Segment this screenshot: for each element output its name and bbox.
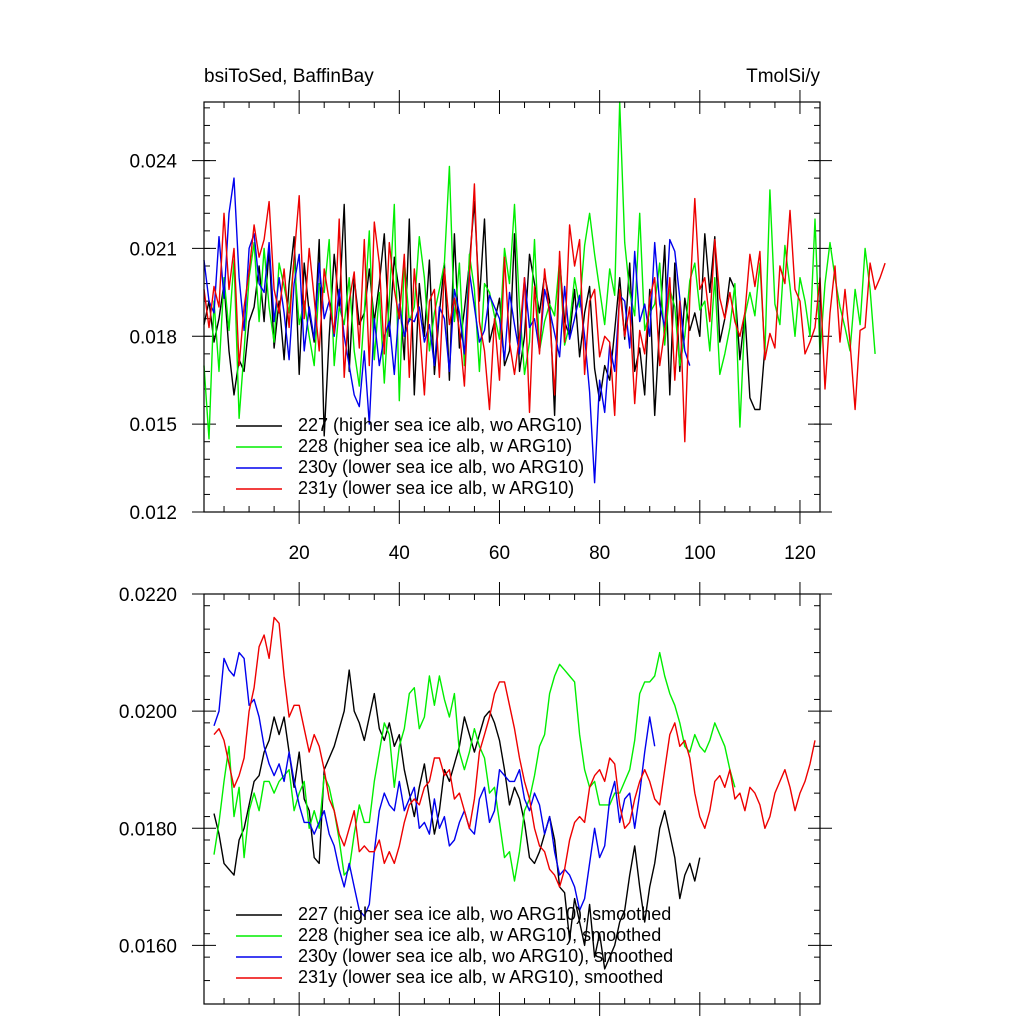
y-tick-label: 0.018 bbox=[129, 327, 177, 348]
y-tick-label: 0.0160 bbox=[119, 936, 177, 957]
top-plot-frame bbox=[203, 101, 821, 513]
bottom-legend: 227 (higher sea ice alb, wo ARG10), smoo… bbox=[236, 904, 673, 987]
top-panel-ticks: 20 40 60 80 100 120 0.012 0.015 0.018 0.021 0.024 bbox=[129, 90, 832, 564]
series-line-4 bbox=[213, 616, 816, 888]
series-line-3 bbox=[203, 177, 691, 484]
legend-label-3: 230y (lower sea ice alb, wo ARG10), smoo… bbox=[298, 946, 673, 966]
y-tick-label: 0.0200 bbox=[119, 702, 177, 723]
series-line-3 bbox=[213, 651, 656, 917]
x-tick-label: 120 bbox=[784, 543, 816, 564]
y-tick-label: 0.021 bbox=[129, 239, 177, 260]
legend-label-2: 228 (higher sea ice alb, w ARG10), smoot… bbox=[298, 925, 661, 945]
y-tick-label: 0.024 bbox=[129, 152, 177, 173]
bottom-panel-ticks: 0.0160 0.0180 0.0200 0.0220 bbox=[119, 582, 832, 1016]
legend-label-4: 231y (lower sea ice alb, w ARG10) bbox=[298, 478, 574, 498]
x-tick-label: 100 bbox=[684, 543, 716, 564]
legend-label-1: 227 (higher sea ice alb, wo ARG10) bbox=[298, 415, 582, 435]
top-legend: 227 (higher sea ice alb, wo ARG10)228 (h… bbox=[236, 415, 584, 498]
series-line-1 bbox=[213, 669, 701, 970]
legend-label-1: 227 (higher sea ice alb, wo ARG10), smoo… bbox=[298, 904, 671, 924]
series-line-1 bbox=[203, 200, 766, 437]
y-tick-label: 0.0180 bbox=[119, 819, 177, 840]
top-panel-series bbox=[203, 101, 886, 484]
y-tick-label: 0.015 bbox=[129, 415, 177, 436]
top-panel: bsiToSed, BaffinBay TmolSi/y 20 40 60 80 100… bbox=[129, 66, 886, 564]
series-line-2 bbox=[213, 651, 736, 882]
y-tick-label: 0.012 bbox=[129, 503, 177, 524]
y-tick-label: 0.0220 bbox=[119, 585, 177, 606]
series-line-4 bbox=[203, 183, 886, 443]
legend-label-4: 231y (lower sea ice alb, w ARG10), smoot… bbox=[298, 967, 663, 987]
top-panel-units: TmolSi/y bbox=[746, 66, 820, 87]
x-tick-label: 80 bbox=[589, 543, 610, 564]
x-tick-label: 60 bbox=[489, 543, 510, 564]
x-tick-label: 40 bbox=[389, 543, 410, 564]
x-tick-label: 20 bbox=[289, 543, 310, 564]
bottom-panel: 0.0160 0.0180 0.0200 0.0220 227 (higher sea… bbox=[119, 582, 832, 1016]
top-panel-title: bsiToSed, BaffinBay bbox=[204, 66, 374, 87]
bottom-plot-frame bbox=[203, 593, 821, 1005]
bottom-panel-series bbox=[213, 616, 816, 970]
legend-label-3: 230y (lower sea ice alb, wo ARG10) bbox=[298, 457, 584, 477]
legend-label-2: 228 (higher sea ice alb, w ARG10) bbox=[298, 436, 572, 456]
